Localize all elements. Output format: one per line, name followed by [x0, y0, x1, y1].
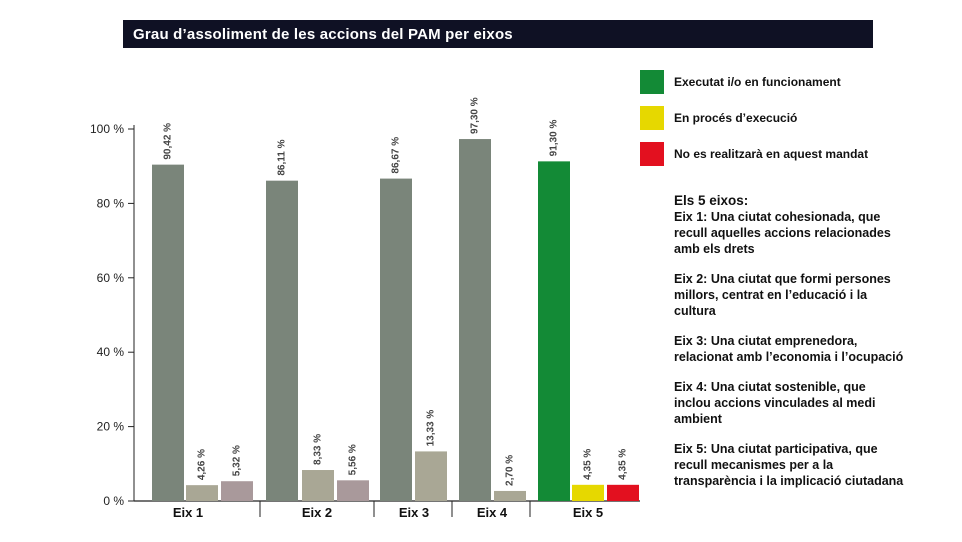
- y-tick-label: 20 %: [97, 420, 125, 434]
- legend-item-in-progress: En procés d’execució: [640, 106, 868, 130]
- axis-key-4: Eix 4:: [674, 380, 708, 394]
- y-tick-label: 80 %: [97, 196, 125, 210]
- bar-eix-4-in-progress: [494, 490, 526, 501]
- axis-text-3: Una ciutat emprenedora, relacionat amb l…: [674, 334, 904, 364]
- legend-item-not-done: No es realitzarà en aquest mandat: [640, 142, 868, 166]
- axes-description: Els 5 eixos: Eix 1: Una ciutat cohesiona…: [674, 193, 904, 503]
- bar-value-label: 86,67 %: [391, 137, 402, 174]
- bar-eix-1-in-progress: [186, 485, 218, 501]
- bar-value-label: 97,30 %: [470, 97, 481, 134]
- axis-text-2: Una ciutat que formi persones millors, c…: [674, 272, 891, 318]
- bar-eix-3-in-progress: [415, 451, 447, 501]
- axes-heading: Els 5 eixos:: [674, 193, 749, 208]
- x-category-label: Eix 4: [477, 505, 508, 520]
- y-tick-label: 40 %: [97, 345, 125, 359]
- axis-text-4: Una ciutat sostenible, que inclou accion…: [674, 380, 876, 426]
- y-tick-label: 0 %: [103, 494, 124, 508]
- axis-key-5: Eix 5:: [674, 442, 708, 456]
- bar-value-label: 91,30 %: [549, 120, 560, 157]
- x-category-label: Eix 1: [173, 505, 203, 520]
- bar-eix-1-not-done: [221, 481, 253, 501]
- y-tick-label: 60 %: [97, 271, 125, 285]
- bar-eix-4-executed: [459, 139, 491, 501]
- bar-value-label: 13,33 %: [426, 410, 437, 447]
- chart-title-bar: Grau d’assoliment de les accions del PAM…: [123, 20, 873, 48]
- axis-text-1: Una ciutat cohesionada, que recull aquel…: [674, 210, 891, 256]
- y-tick-label: 100 %: [90, 122, 124, 136]
- bar-value-label: 2,70 %: [505, 455, 516, 486]
- bar-value-label: 4,26 %: [197, 449, 208, 480]
- bar-value-label: 5,56 %: [348, 444, 359, 475]
- x-category-label: Eix 2: [302, 505, 332, 520]
- axis-description-2: Eix 2: Una ciutat que formi persones mil…: [674, 271, 904, 319]
- legend-label-not-done: No es realitzarà en aquest mandat: [674, 147, 869, 161]
- legend-swatch-executed: [640, 70, 664, 94]
- bar-value-label: 5,32 %: [232, 445, 243, 476]
- bar-value-label: 8,33 %: [313, 434, 324, 465]
- bar-value-label: 86,11 %: [277, 139, 288, 175]
- axis-description-3: Eix 3: Una ciutat emprenedora, relaciona…: [674, 333, 904, 365]
- legend-item-executed: Executat i/o en funcionament: [640, 70, 868, 94]
- axis-description-5: Eix 5: Una ciutat participativa, que rec…: [674, 441, 904, 489]
- legend: Executat i/o en funcionament En procés d…: [640, 70, 868, 178]
- bar-value-label: 4,35 %: [583, 449, 594, 480]
- bar-eix-3-executed: [380, 178, 412, 502]
- bar-eix-2-not-done: [337, 480, 369, 501]
- bar-value-label: 90,42 %: [163, 123, 174, 160]
- legend-swatch-in-progress: [640, 106, 664, 130]
- bar-eix-5-executed: [538, 161, 570, 501]
- legend-swatch-not-done: [640, 142, 664, 166]
- axis-key-3: Eix 3:: [674, 334, 708, 348]
- bar-value-label: 4,35 %: [618, 449, 629, 480]
- x-category-label: Eix 5: [573, 505, 603, 520]
- chart-title: Grau d’assoliment de les accions del PAM…: [133, 25, 513, 43]
- bar-eix-5-in-progress: [572, 484, 604, 501]
- x-category-label: Eix 3: [399, 505, 429, 520]
- axis-key-2: Eix 2:: [674, 272, 708, 286]
- axis-key-1: Eix 1:: [674, 210, 708, 224]
- bar-eix-1-executed: [152, 164, 184, 501]
- legend-label-executed: Executat i/o en funcionament: [674, 75, 841, 89]
- bar-eix-5-not-done: [607, 484, 639, 501]
- axis-description-1: Eix 1: Una ciutat cohesionada, que recul…: [674, 209, 904, 257]
- axis-description-4: Eix 4: Una ciutat sostenible, que inclou…: [674, 379, 904, 427]
- bar-eix-2-in-progress: [302, 470, 334, 501]
- axis-text-5: Una ciutat participativa, que recull mec…: [674, 442, 904, 488]
- legend-label-in-progress: En procés d’execució: [674, 111, 798, 125]
- bar-eix-2-executed: [266, 180, 298, 501]
